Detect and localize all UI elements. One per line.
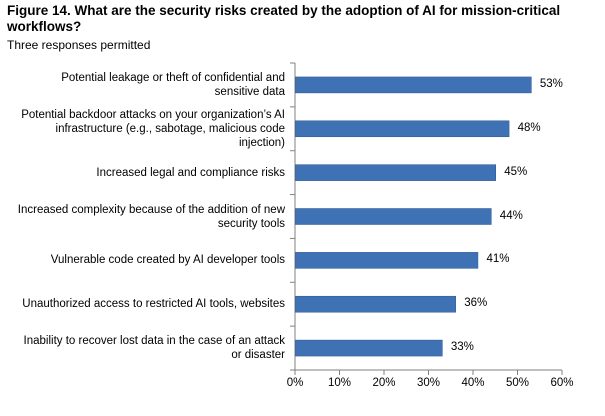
- category-label: Inability to recover lost data in the ca…: [23, 335, 285, 362]
- value-label: 44%: [499, 209, 523, 222]
- category-label: Unauthorized access to restricted AI too…: [22, 298, 285, 311]
- category-label: Potential leakage or theft of confidenti…: [61, 71, 285, 98]
- x-tick-label: 60%: [550, 377, 574, 389]
- x-tick-label: 30%: [416, 377, 441, 389]
- bar: [295, 252, 479, 269]
- bar: [295, 120, 510, 138]
- category-label: Increased complexity because of the addi…: [17, 203, 285, 230]
- category-label: Vulnerable code created by AI developer …: [50, 254, 285, 267]
- chart-title: Figure 14. What are the security risks c…: [7, 3, 561, 34]
- bar: [295, 164, 496, 181]
- value-label: 36%: [464, 297, 488, 310]
- chart-subtitle: Three responses permitted: [7, 38, 151, 52]
- x-tick-label: 10%: [327, 377, 352, 389]
- value-label: 48%: [517, 121, 541, 134]
- x-tick-label: 20%: [372, 377, 396, 389]
- bar: [295, 76, 532, 94]
- value-label: 53%: [539, 77, 563, 90]
- bar: [295, 295, 456, 313]
- category-label: Potential backdoor attacks on your organ…: [21, 108, 285, 149]
- value-label: 45%: [504, 165, 528, 178]
- value-label: 33%: [450, 341, 474, 354]
- bar: [295, 339, 443, 357]
- x-tick-label: 0%: [286, 377, 304, 389]
- category-label: Increased legal and compliance risks: [96, 166, 285, 179]
- value-label: 41%: [486, 253, 510, 266]
- x-tick-label: 40%: [461, 377, 485, 389]
- bar: [295, 208, 492, 225]
- x-tick-label: 50%: [505, 377, 530, 389]
